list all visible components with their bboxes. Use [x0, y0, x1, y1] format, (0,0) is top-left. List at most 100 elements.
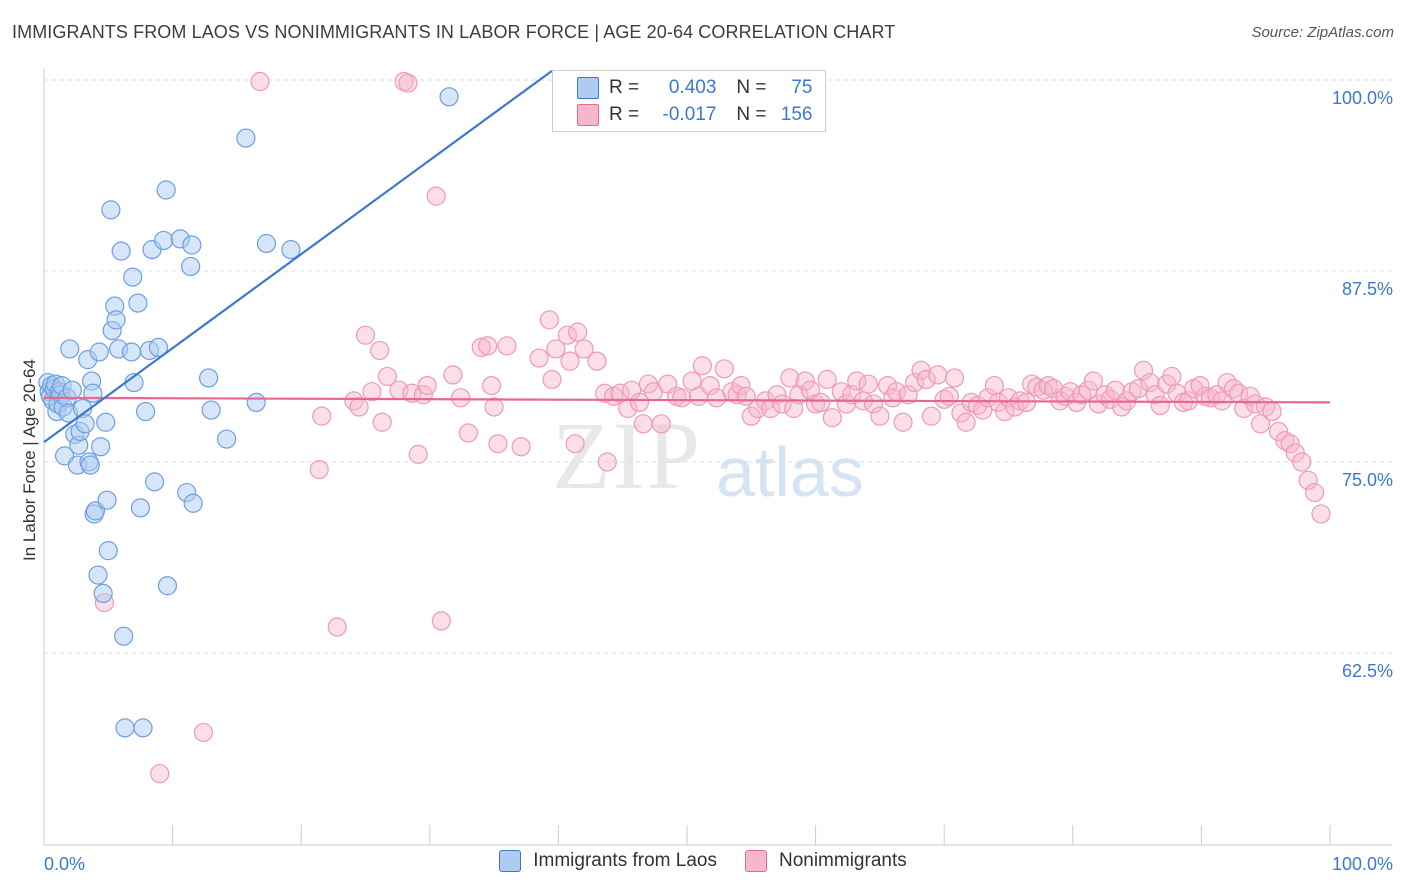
point-nonimmigrants [408, 444, 428, 464]
point-laos [130, 498, 151, 518]
point-nonimmigrants [811, 392, 831, 413]
source-credit: Source: ZipAtlas.com [1251, 24, 1394, 41]
point-nonimmigrants [921, 406, 941, 426]
legend-n-value-nonimmigrants: 156 [780, 104, 813, 125]
point-laos [199, 368, 219, 388]
correlation-legend: R = 0.403 N = 75 R = -0.017 N = 156 [552, 70, 826, 132]
point-nonimmigrants [1128, 379, 1148, 399]
point-nonimmigrants [1005, 397, 1025, 417]
y-tick-label: 100.0% [1332, 88, 1393, 108]
point-laos [256, 233, 277, 254]
point-laos [62, 380, 82, 400]
legend-swatch-pink [577, 104, 599, 126]
point-laos [133, 718, 153, 738]
point-nonimmigrants [377, 366, 397, 387]
point-laos [111, 241, 131, 261]
point-laos [148, 337, 169, 357]
legend-item-nonimmigrants[interactable]: Nonimmigrants [744, 850, 907, 872]
point-nonimmigrants [451, 388, 471, 408]
point-nonimmigrants [372, 412, 392, 432]
point-nonimmigrants [539, 310, 559, 330]
point-nonimmigrants [1038, 376, 1058, 396]
point-nonimmigrants [741, 406, 761, 426]
legend-swatch-nonimmigrants [744, 850, 767, 872]
point-nonimmigrants [795, 371, 815, 391]
point-nonimmigrants [497, 336, 517, 356]
y-tick-label: 87.5% [1342, 279, 1393, 299]
point-laos [157, 576, 178, 596]
legend-r-label: R = [609, 104, 640, 125]
y-tick-label: 75.0% [1342, 470, 1393, 490]
point-laos [281, 240, 301, 260]
point-nonimmigrants [417, 376, 437, 396]
point-nonimmigrants [1207, 385, 1227, 405]
point-nonimmigrants [1280, 434, 1300, 454]
trendline-nonimmigrants [43, 396, 1331, 404]
point-laos [83, 383, 103, 403]
point-nonimmigrants [672, 388, 692, 408]
point-nonimmigrants [700, 376, 720, 396]
point-laos [201, 400, 221, 420]
point-laos [128, 293, 148, 313]
point-laos [135, 401, 156, 422]
legend-item-laos[interactable]: Immigrants from Laos [499, 850, 717, 872]
watermark-atlas: atlas [716, 433, 864, 511]
point-nonimmigrants [344, 391, 364, 411]
point-nonimmigrants [1100, 389, 1120, 409]
point-nonimmigrants [928, 365, 948, 385]
point-nonimmigrants [250, 71, 270, 92]
point-nonimmigrants [714, 359, 734, 379]
point-nonimmigrants [1298, 470, 1318, 490]
point-nonimmigrants [478, 336, 498, 356]
point-laos [93, 583, 113, 604]
point-nonimmigrants [1140, 372, 1160, 393]
point-nonimmigrants [893, 412, 913, 432]
watermark-zip: ZIP [552, 402, 702, 509]
point-nonimmigrants [847, 371, 867, 391]
legend-r-value-laos: 0.403 [668, 77, 717, 98]
point-nonimmigrants [934, 389, 954, 409]
point-nonimmigrants [1262, 401, 1282, 422]
point-nonimmigrants [458, 423, 478, 443]
point-laos [115, 718, 135, 738]
point-nonimmigrants [629, 392, 650, 413]
point-nonimmigrants [939, 386, 959, 406]
legend-swatch-laos [499, 850, 522, 872]
point-laos [96, 412, 116, 432]
point-nonimmigrants [565, 434, 585, 454]
point-laos [60, 339, 80, 359]
trendline-laos [43, 69, 553, 444]
point-laos [144, 472, 165, 492]
point-laos [75, 414, 95, 434]
point-laos [246, 392, 266, 413]
point-nonimmigrants [898, 385, 918, 405]
point-nonimmigrants [822, 408, 842, 428]
chart-title: IMMIGRANTS FROM LAOS VS NONIMMIGRANTS IN… [12, 22, 896, 42]
point-nonimmigrants [836, 394, 857, 414]
point-nonimmigrants [1212, 391, 1232, 411]
point-nonimmigrants [1275, 431, 1295, 451]
point-laos [439, 87, 459, 107]
point-nonimmigrants [916, 369, 936, 390]
point-nonimmigrants [651, 414, 671, 434]
point-nonimmigrants [1162, 366, 1182, 387]
point-laos [182, 235, 202, 255]
point-nonimmigrants [870, 406, 890, 426]
point-nonimmigrants [574, 339, 594, 359]
point-nonimmigrants [370, 340, 390, 361]
point-laos [106, 310, 126, 330]
point-nonimmigrants [355, 325, 376, 345]
point-nonimmigrants [568, 322, 588, 342]
point-nonimmigrants [1311, 504, 1331, 524]
point-nonimmigrants [488, 434, 508, 454]
point-nonimmigrants [978, 388, 998, 408]
point-laos [90, 437, 111, 457]
legend-r-label: R = [609, 77, 640, 98]
point-laos [183, 493, 203, 513]
point-nonimmigrants [692, 356, 713, 376]
point-nonimmigrants [1150, 395, 1170, 416]
point-nonimmigrants [858, 374, 878, 394]
point-nonimmigrants [817, 369, 837, 390]
point-nonimmigrants [1043, 379, 1064, 399]
point-nonimmigrants [1190, 376, 1210, 396]
